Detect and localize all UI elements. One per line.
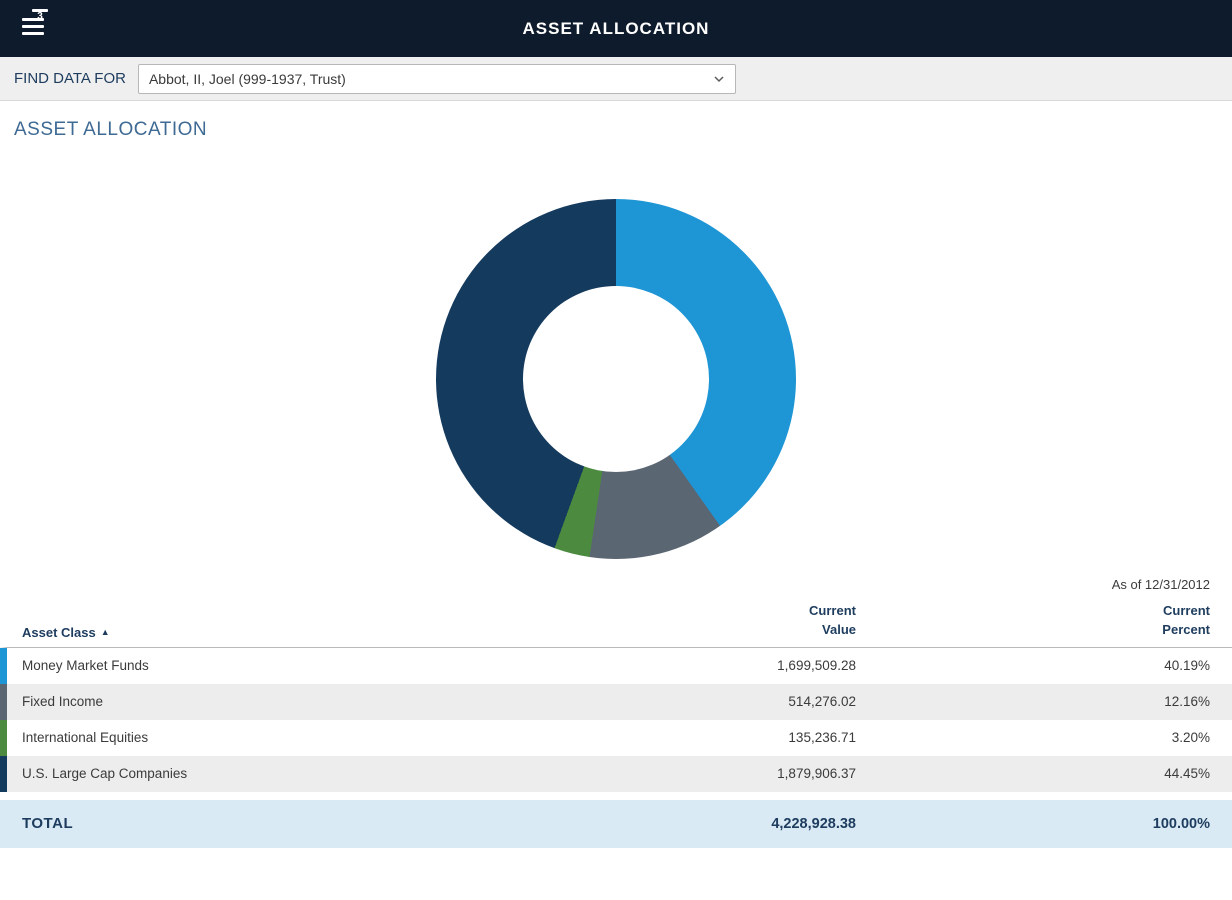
donut-chart xyxy=(436,199,796,559)
cell-current-percent: 3.20% xyxy=(1171,730,1210,746)
asset-allocation-table: Asset Class ▲ Current Value Current Perce… xyxy=(0,602,1232,848)
cell-asset-class: U.S. Large Cap Companies xyxy=(22,766,188,782)
app-header: 3 ASSET ALLOCATION xyxy=(0,0,1232,57)
find-data-bar: FIND DATA FOR Abbot, II, Joel (999-1937,… xyxy=(0,57,1232,101)
total-label: TOTAL xyxy=(22,815,74,833)
cell-current-value: 135,236.71 xyxy=(788,730,856,746)
cell-current-percent: 12.16% xyxy=(1164,694,1210,710)
total-current-value: 4,228,928.38 xyxy=(771,815,856,832)
page-title: ASSET ALLOCATION xyxy=(14,119,208,140)
cell-asset-class: Money Market Funds xyxy=(22,658,149,674)
total-row: TOTAL 4,228,928.38 100.00% xyxy=(0,799,1232,848)
table-header-row: Asset Class ▲ Current Value Current Perce… xyxy=(0,602,1232,648)
table-row: International Equities 135,236.71 3.20% xyxy=(0,719,1232,756)
table-row: U.S. Large Cap Companies 1,879,906.37 44… xyxy=(0,755,1232,792)
cell-current-percent: 40.19% xyxy=(1164,658,1210,674)
cell-current-percent: 44.45% xyxy=(1164,766,1210,782)
cell-current-value: 1,699,509.28 xyxy=(777,658,856,674)
chevron-down-icon xyxy=(714,75,724,82)
find-data-selected-value: Abbot, II, Joel (999-1937, Trust) xyxy=(148,70,346,87)
column-header-asset-class[interactable]: Asset Class ▲ xyxy=(7,625,538,640)
table-row: Money Market Funds 1,699,509.28 40.19% xyxy=(0,647,1232,684)
find-data-label: FIND DATA FOR xyxy=(14,70,126,87)
notification-badge: 3 xyxy=(32,9,48,22)
table-row: Fixed Income 514,276.02 12.16% xyxy=(0,683,1232,720)
hamburger-icon: 3 xyxy=(22,9,48,39)
donut-hole xyxy=(523,286,709,472)
cell-current-value: 1,879,906.37 xyxy=(777,766,856,782)
total-current-percent: 100.00% xyxy=(1152,815,1210,832)
column-header-current-percent[interactable]: Current Percent xyxy=(1162,603,1210,637)
asset-class-header-label: Asset Class xyxy=(22,624,96,640)
menu-button[interactable]: 3 xyxy=(20,9,54,46)
find-data-select[interactable]: Abbot, II, Joel (999-1937, Trust) xyxy=(137,63,736,94)
table-body: Money Market Funds 1,699,509.28 40.19% F… xyxy=(0,647,1232,792)
app-title: ASSET ALLOCATION xyxy=(522,18,710,38)
cell-current-value: 514,276.02 xyxy=(788,694,856,710)
chart-container xyxy=(0,199,1232,559)
column-header-current-value[interactable]: Current Value xyxy=(809,603,856,637)
main-content: ASSET ALLOCATION As of 12/31/2012 Asset … xyxy=(0,101,1232,848)
cell-asset-class: Fixed Income xyxy=(22,694,104,710)
as-of-date: As of 12/31/2012 xyxy=(1111,577,1210,592)
sort-ascending-icon: ▲ xyxy=(100,626,110,637)
cell-asset-class: International Equities xyxy=(22,730,149,746)
